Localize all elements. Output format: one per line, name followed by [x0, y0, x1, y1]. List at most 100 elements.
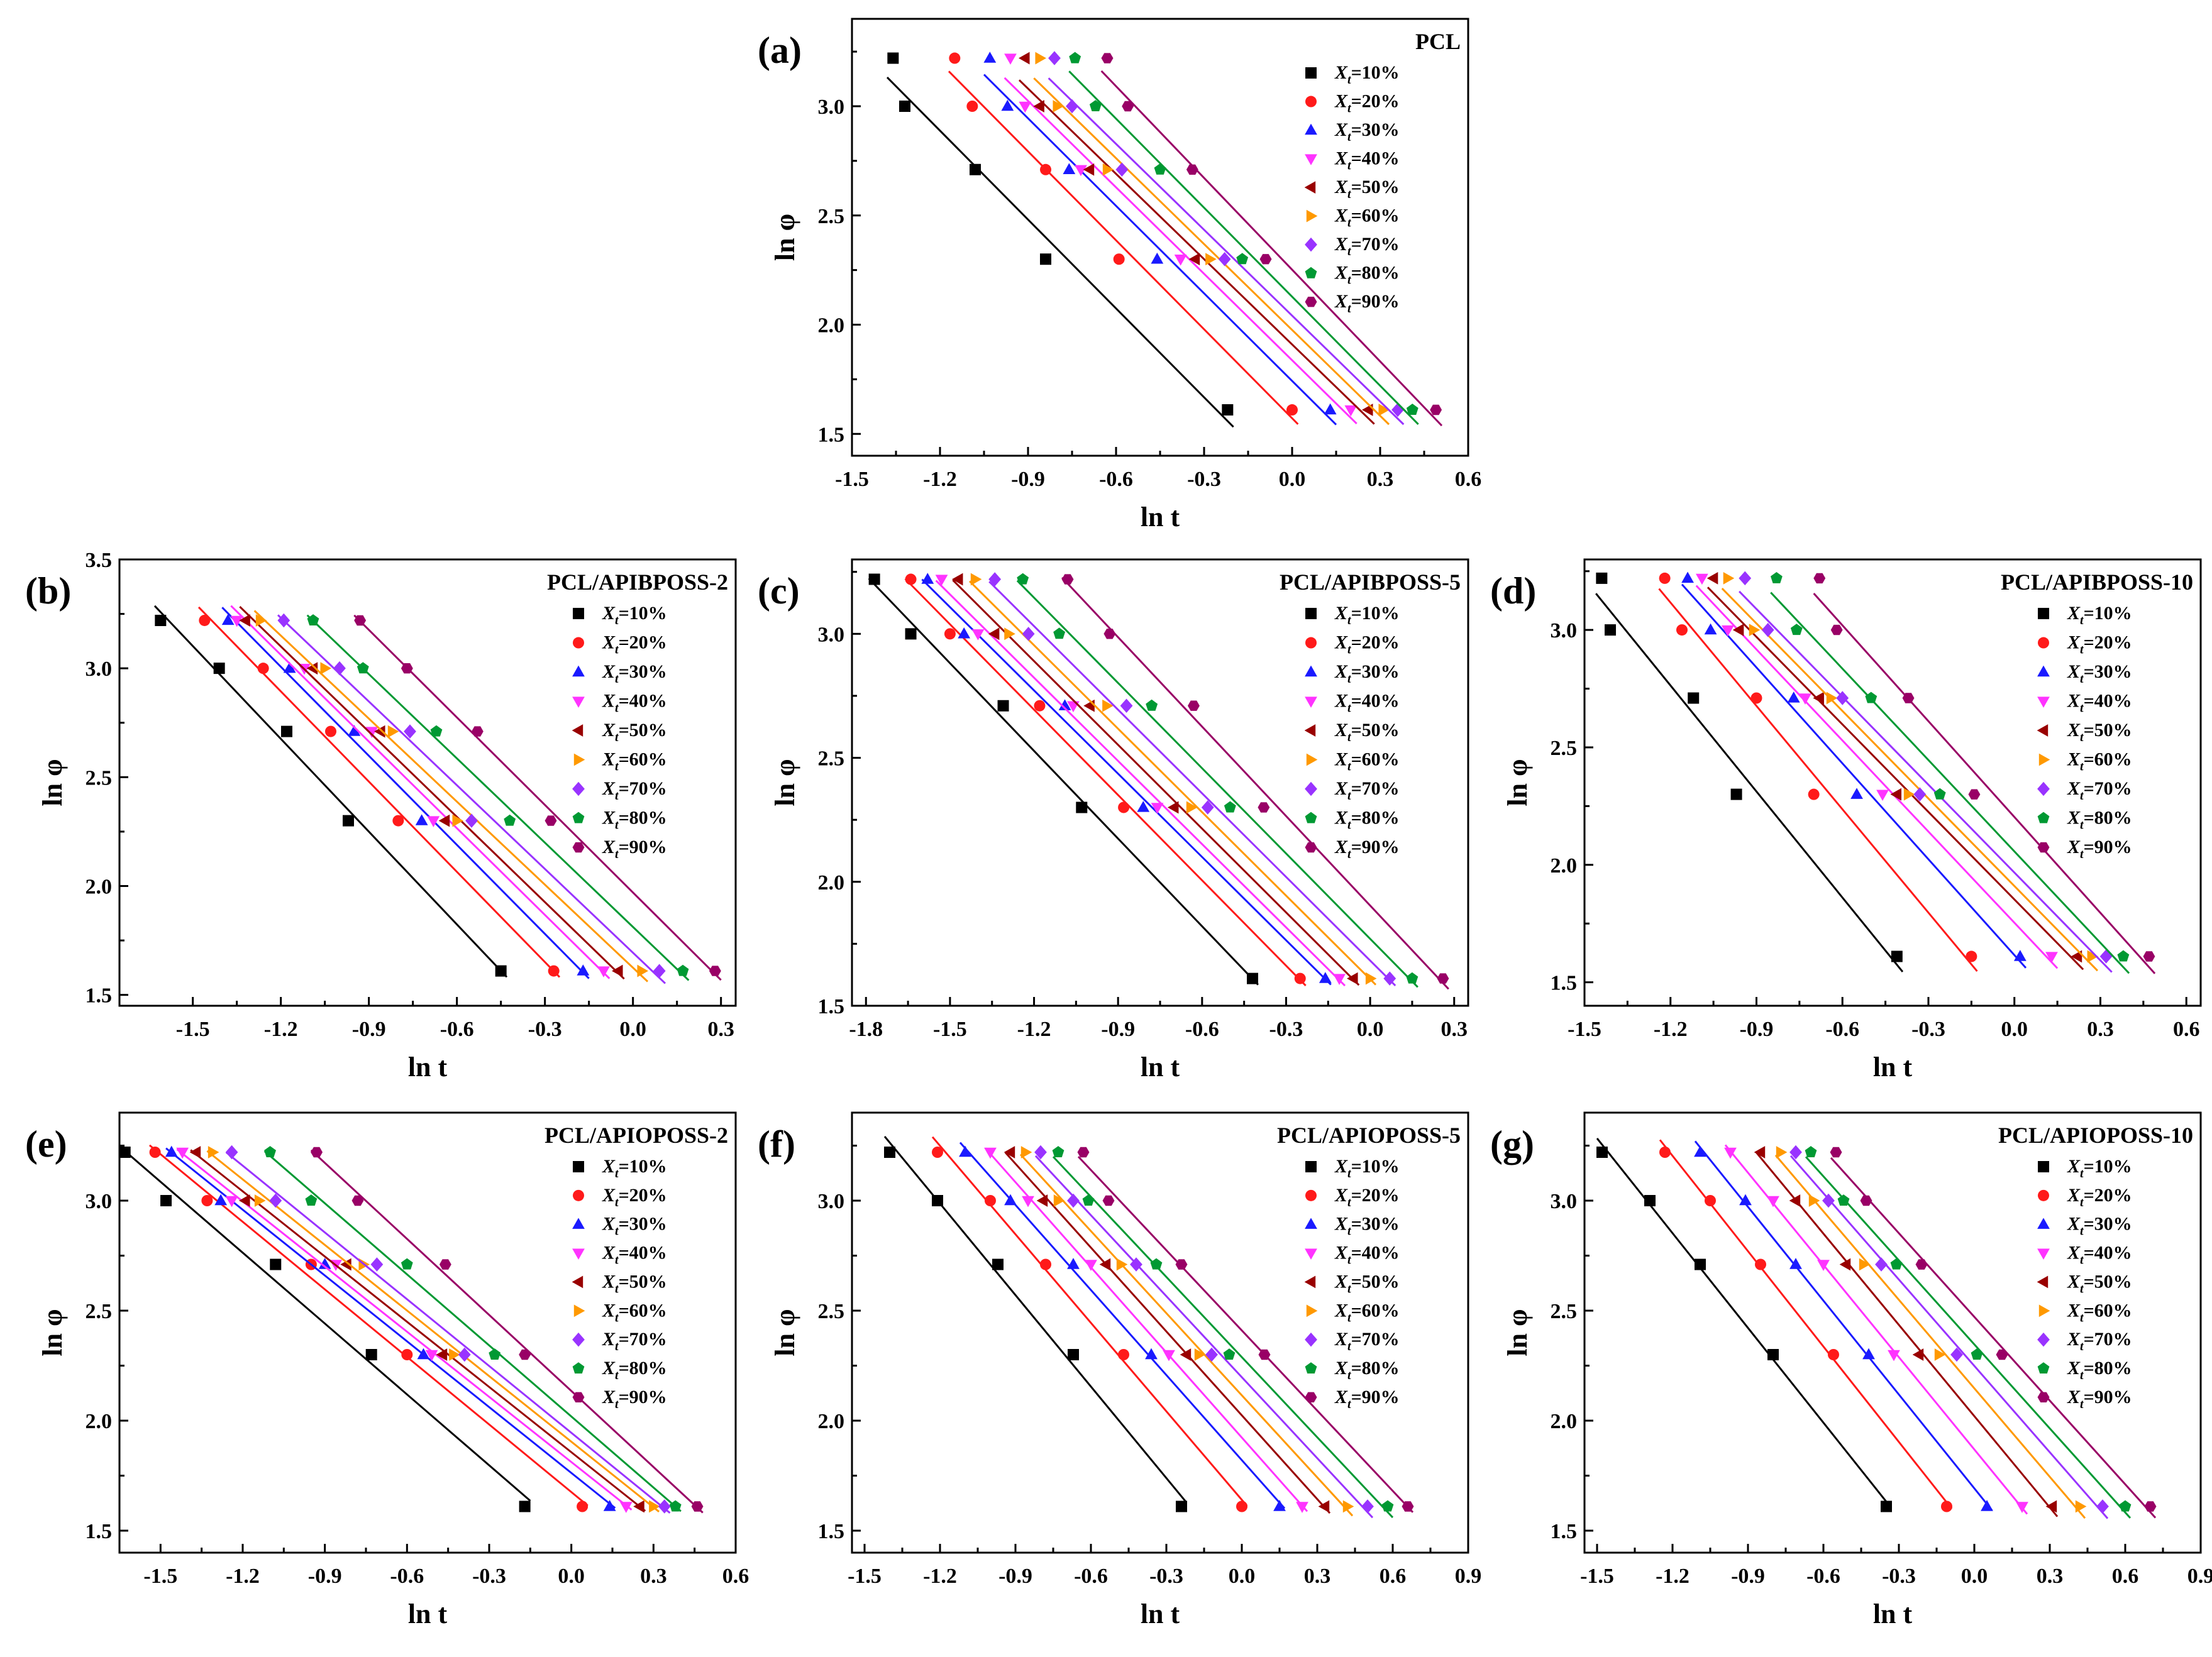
legend-item: Xt=70% [2037, 778, 2132, 803]
legend-label: Xt=20% [2067, 1185, 2132, 1209]
fit-line-20 [948, 70, 1299, 425]
data-point [1605, 624, 1617, 636]
data-point [1089, 100, 1102, 111]
data-point [1789, 1194, 1801, 1207]
data-point [305, 1194, 318, 1206]
x-tick-label: -0.6 [390, 1565, 424, 1588]
chart-svg-c: -1.8 -1.5 -1.2 -0.9 -0.6 -0.3 0.0 0.3 1.5 2.0 2.5 3… [758, 558, 1469, 1082]
data-point [1881, 1500, 1892, 1512]
x-tick-label: 0.0 [1229, 1565, 1256, 1588]
legend-marker [1305, 297, 1317, 307]
data-point [970, 163, 981, 175]
fit-line-90 [1813, 592, 2156, 974]
x-tick-label: -1.2 [226, 1565, 260, 1588]
data-point [1875, 1257, 1888, 1272]
data-point [255, 614, 267, 627]
x-tick-label: 0.0 [619, 1018, 646, 1041]
data-point [932, 1147, 943, 1158]
legend-label: Xt=40% [602, 1243, 667, 1267]
data-point [1186, 164, 1198, 175]
data-point [1067, 1258, 1080, 1269]
series-10 [868, 573, 1258, 984]
legend-label: Xt=90% [602, 1387, 667, 1411]
data-point [2144, 1501, 2157, 1512]
legend-marker [1304, 1275, 1316, 1289]
legend-marker [572, 781, 585, 796]
legend-label: Xt=60% [1334, 1300, 1400, 1324]
data-point [1903, 788, 1915, 801]
chart-title: PCL [1415, 29, 1461, 54]
legend-item: Xt=30% [1305, 119, 1400, 144]
x-tick-label: -0.6 [1185, 1018, 1219, 1041]
legend-marker [1306, 209, 1318, 223]
y-tick-label: 3.0 [86, 1190, 113, 1213]
data-point [884, 1147, 895, 1158]
chart-svg-d: -1.5 -1.2 -0.9 -0.6 -0.3 0.0 0.3 0.6 1.5 2.0 2.5 3.… [1490, 558, 2202, 1082]
fit-line-10 [886, 76, 1234, 428]
y-axis-label: ln φ [770, 759, 800, 806]
legend-item: Xt=10% [573, 603, 667, 627]
y-tick-label: 1.5 [86, 984, 113, 1008]
legend-item: Xt=70% [1305, 1329, 1400, 1353]
fit-line-70 [225, 1151, 671, 1514]
data-point [365, 727, 379, 738]
data-point [1017, 573, 1029, 585]
panel-label: (g) [1490, 1123, 1534, 1165]
fit-line-80 [263, 1150, 682, 1512]
data-point [254, 1194, 266, 1207]
data-point [1145, 1348, 1158, 1360]
data-point [1103, 629, 1116, 639]
legend-marker [2037, 1248, 2050, 1260]
data-point [351, 1195, 364, 1206]
x-tick-label: 0.3 [707, 1018, 734, 1041]
data-point [1063, 163, 1076, 174]
data-point [1223, 1348, 1236, 1360]
series-40 [1724, 1147, 2028, 1513]
data-point [1286, 404, 1298, 416]
data-point [905, 628, 917, 640]
data-point [949, 52, 961, 64]
y-axis-label: ln φ [37, 1309, 68, 1356]
legend-item: Xt=20% [573, 632, 667, 657]
data-point [1083, 699, 1095, 712]
data-point [1061, 574, 1074, 585]
data-point [1934, 1348, 1946, 1361]
y-tick-label: 1.5 [818, 995, 845, 1018]
legend-item: Xt=60% [2038, 1300, 2132, 1324]
y-tick-label: 1.5 [818, 1520, 845, 1543]
legend-label: Xt=20% [602, 632, 667, 657]
legend-marker [2037, 1362, 2050, 1373]
legend-marker [572, 842, 585, 853]
data-point [1723, 571, 1735, 585]
legend-marker [2038, 1189, 2049, 1201]
series-40 [984, 1147, 1308, 1513]
data-point [988, 627, 1000, 641]
chart-title: PCL/APIOPOSS-10 [1998, 1123, 2193, 1148]
legend-label: Xt=90% [2067, 837, 2132, 861]
data-point [545, 815, 557, 826]
data-point [1258, 802, 1270, 813]
data-point [1118, 801, 1130, 813]
data-point [1188, 253, 1200, 266]
y-axis-label: ln φ [770, 1309, 800, 1356]
data-point [214, 1194, 228, 1206]
data-point [438, 814, 450, 827]
legend-item: Xt=70% [2037, 1329, 2132, 1353]
legend-item: Xt=80% [572, 1358, 667, 1382]
legend-marker [1305, 608, 1317, 619]
legend-item: Xt=90% [572, 1387, 667, 1411]
y-tick-label: 2.0 [1551, 854, 1578, 878]
data-point [1194, 1348, 1206, 1361]
data-point [935, 575, 948, 586]
data-point [1361, 1499, 1374, 1514]
data-point [1102, 699, 1114, 712]
data-point [1001, 99, 1014, 111]
series-80 [1017, 573, 1418, 984]
data-point [2117, 950, 2130, 962]
x-tick-label: -0.3 [528, 1018, 562, 1041]
data-point [1259, 254, 1272, 265]
data-point [1022, 627, 1035, 641]
data-point [1755, 1258, 1766, 1270]
x-axis-label: ln t [1873, 1052, 1913, 1082]
legend-marker [1305, 1392, 1317, 1402]
